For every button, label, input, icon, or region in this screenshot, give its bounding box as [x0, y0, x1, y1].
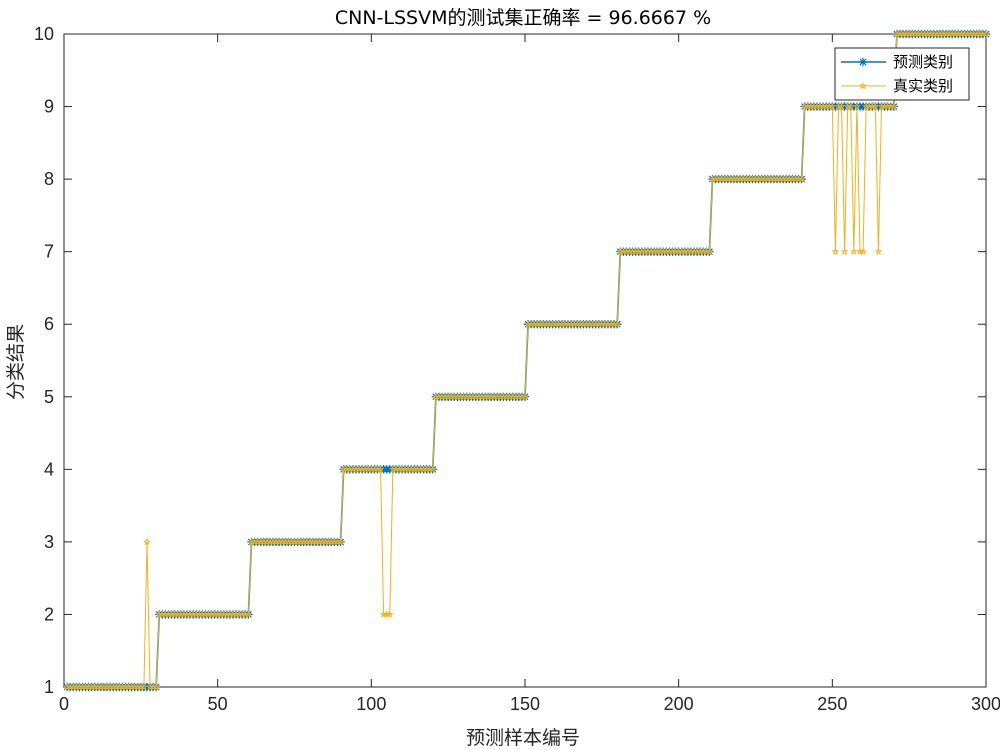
- legend-label-predicted: 预测类别: [893, 53, 953, 71]
- true-point: [244, 610, 253, 618]
- true-point: [853, 102, 861, 110]
- legend-asterisk: [858, 57, 868, 67]
- y-tick-label: 8: [44, 169, 54, 189]
- true-point: [521, 392, 529, 400]
- true-point: [140, 682, 148, 691]
- true-point: [336, 537, 345, 546]
- x-tick-label: 100: [356, 694, 386, 714]
- x-tick-label: 300: [971, 694, 1000, 714]
- true-point: [152, 682, 161, 691]
- y-tick-label: 7: [44, 242, 54, 262]
- true-point: [797, 174, 806, 183]
- true-point: [376, 465, 385, 473]
- true-point: [871, 102, 880, 110]
- x-tick-label: 0: [59, 694, 69, 714]
- chart-title: CNN-LSSVM的测试集正确率 = 96.6667 %: [335, 7, 711, 29]
- y-tick-label: 3: [44, 532, 54, 552]
- true-point: [982, 29, 990, 38]
- true-point: [846, 102, 855, 110]
- x-axis-label: 预测样本编号: [466, 727, 580, 749]
- y-axis-label: 分类结果: [5, 324, 27, 400]
- legend: 预测类别 真实类别: [834, 47, 970, 101]
- y-tick-label: 1: [44, 677, 54, 697]
- y-tick-label: 9: [44, 97, 54, 117]
- plot-area: [63, 33, 987, 688]
- y-tick-label: 6: [44, 314, 54, 334]
- y-tick-label: 10: [34, 24, 54, 44]
- legend-box: [834, 47, 970, 101]
- y-tick-label: 4: [44, 459, 54, 479]
- x-tick-label: 250: [817, 694, 847, 714]
- true-point: [889, 102, 898, 110]
- x-tick-label: 150: [510, 694, 540, 714]
- true-point: [849, 247, 858, 255]
- true-point: [428, 465, 437, 473]
- true-point: [828, 102, 837, 110]
- true-point: [831, 247, 840, 255]
- true-point: [859, 247, 867, 255]
- true-point: [705, 247, 714, 255]
- true-point: [874, 247, 883, 255]
- true-point: [840, 247, 849, 255]
- series-true-class: [63, 29, 990, 691]
- legend-marker-predicted: [858, 57, 868, 67]
- true-point: [613, 320, 622, 328]
- legend-star: [859, 81, 867, 90]
- y-tick-label: 2: [44, 604, 54, 624]
- legend-label-true: 真实类别: [893, 77, 953, 95]
- true-point: [837, 102, 846, 110]
- legend-marker-true: [859, 81, 867, 90]
- x-tick-label: 200: [664, 694, 694, 714]
- y-tick-label: 5: [44, 387, 54, 407]
- true-line: [67, 33, 986, 688]
- axis-ticks: 0 50 100 150 200 250 300 1 2 3 4 5 6 7 8 9 10: [34, 24, 1000, 714]
- true-point: [143, 537, 151, 546]
- true-point: [385, 610, 394, 618]
- x-tick-label: 50: [208, 694, 228, 714]
